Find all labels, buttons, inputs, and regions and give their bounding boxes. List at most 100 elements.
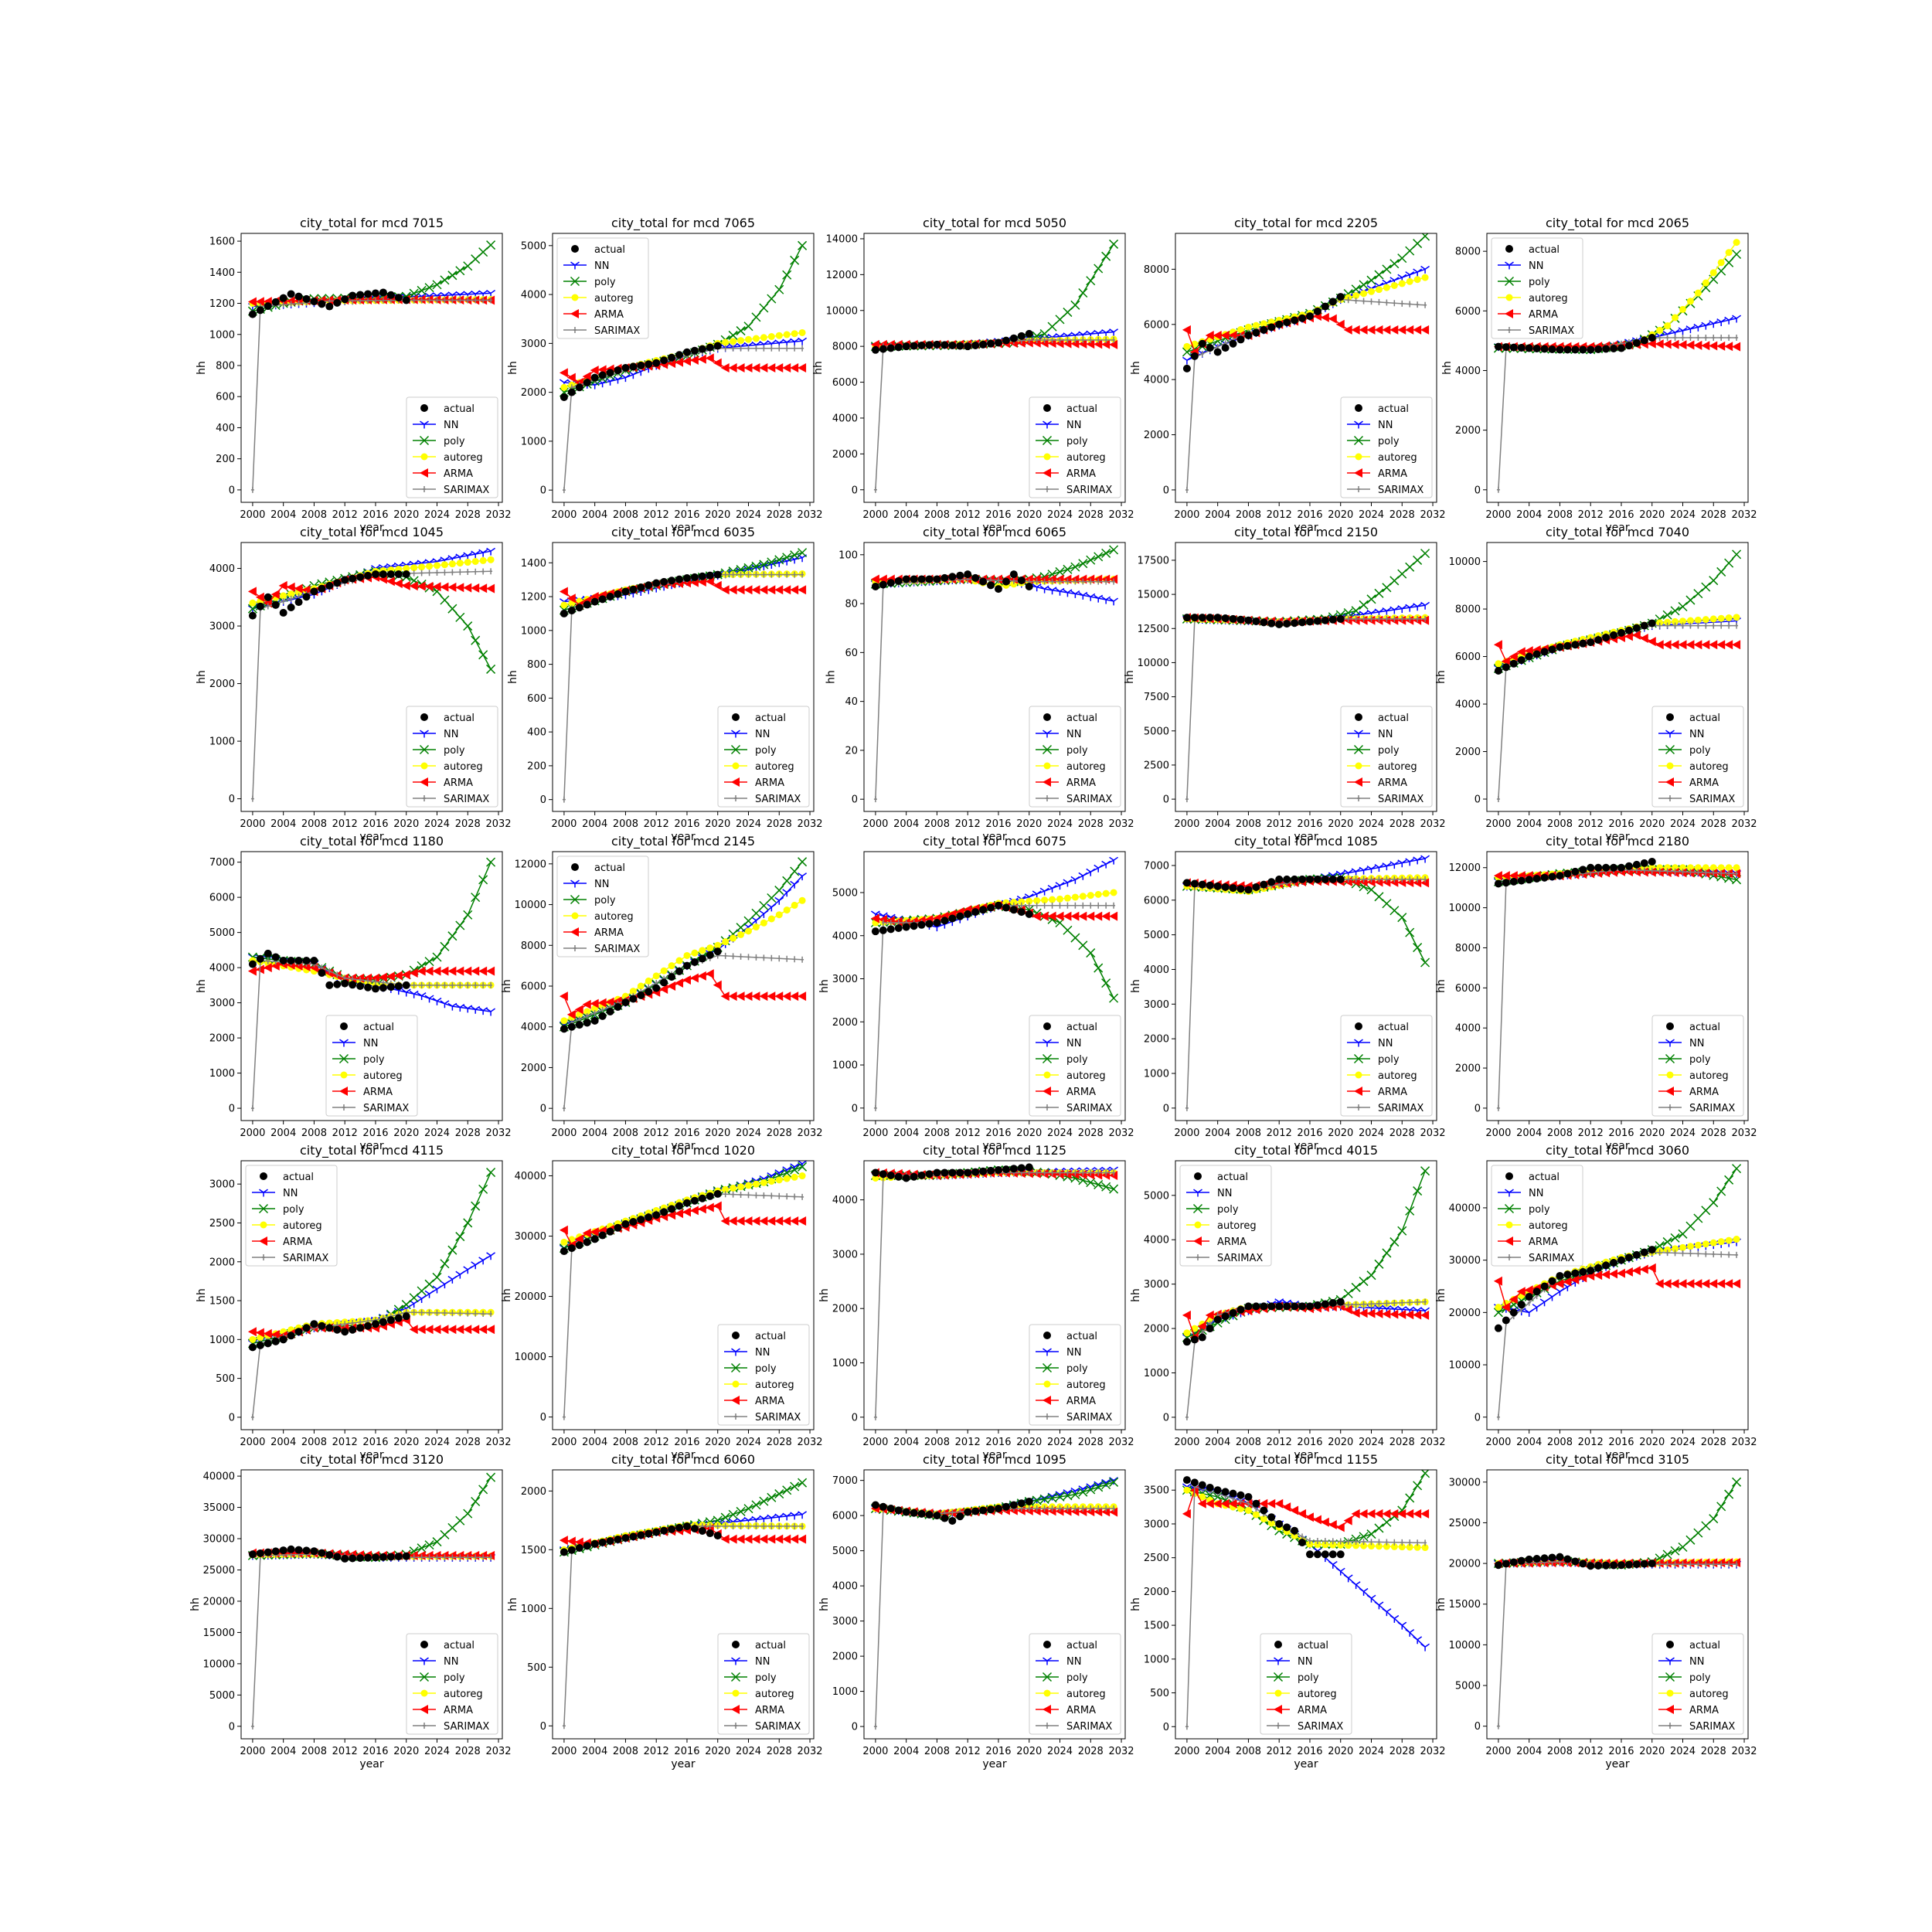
sarimax-point: [1043, 1169, 1046, 1176]
sarimax-point: [1735, 335, 1739, 342]
plot-frame: [1486, 542, 1749, 812]
poly-point: [1101, 978, 1111, 988]
y-tick-label: 0: [852, 1103, 858, 1114]
legend-label: ARMA: [363, 1087, 393, 1098]
x-tick-label: 2004: [1205, 1437, 1230, 1448]
poly-point: [1504, 276, 1515, 287]
poly-point: [1343, 607, 1353, 618]
nn-point: [759, 910, 769, 918]
nn-point: [1397, 859, 1407, 868]
y-axis-label: hh: [196, 1288, 208, 1302]
actual-point: [925, 341, 934, 349]
y-tick-label: 1500: [209, 1296, 235, 1308]
poly-point: [790, 1165, 800, 1175]
x-tick-label: 2000: [862, 818, 888, 830]
actual-point: [1198, 880, 1206, 889]
arma-point: [1647, 338, 1656, 349]
sarimax-point: [1696, 869, 1700, 876]
arma-point: [1043, 468, 1051, 478]
x-tick-label: 2000: [1485, 1437, 1511, 1448]
autoreg-point: [571, 294, 579, 301]
y-tick-label: 10000: [1138, 658, 1169, 669]
arma-point: [1578, 1273, 1587, 1283]
actual-point: [1321, 616, 1329, 624]
arma-point: [559, 587, 568, 597]
autoreg-point: [1102, 889, 1110, 897]
arma-point: [478, 583, 488, 594]
arma-point: [471, 1325, 480, 1335]
nn-point: [417, 1295, 427, 1304]
sarimax-point: [359, 977, 362, 984]
actual-point: [1221, 1312, 1230, 1321]
sarimax-point: [873, 486, 877, 493]
actual-point: [1002, 577, 1010, 586]
poly-point: [782, 876, 792, 886]
actual-point: [1517, 656, 1526, 665]
autoreg-point: [1656, 326, 1664, 334]
arma-point: [1685, 640, 1695, 650]
sarimax-point: [1408, 876, 1412, 883]
sarimax-point: [562, 796, 566, 803]
actual-point: [1579, 866, 1587, 874]
poly-point: [798, 857, 808, 867]
sarimax-point: [373, 297, 377, 304]
actual-point: [1532, 650, 1541, 658]
arma-point: [1405, 325, 1414, 335]
x-tick-label: 2008: [613, 509, 638, 521]
x-axis-label: year: [1294, 831, 1318, 843]
autoreg-point: [1375, 286, 1383, 294]
arma-point: [1505, 309, 1513, 318]
arma-point: [1693, 640, 1702, 650]
actual-point: [637, 991, 645, 999]
x-axis-label: year: [1294, 1140, 1318, 1152]
x-tick-label: 2012: [1578, 1437, 1604, 1448]
plot-frame: [1175, 851, 1437, 1121]
sarimax-point: [1050, 902, 1054, 909]
sarimax-point: [762, 345, 766, 352]
actual-point: [1252, 328, 1260, 337]
poly-point: [1351, 606, 1361, 616]
actual-point: [1229, 884, 1237, 893]
y-tick-label: 500: [216, 1373, 235, 1385]
series-group: [247, 547, 496, 802]
y-tick-label: 30000: [515, 1231, 546, 1243]
series-group: [1182, 549, 1430, 803]
sarimax-point: [1719, 869, 1723, 876]
sarimax-point: [1043, 578, 1046, 585]
plot-frame: [1486, 851, 1749, 1121]
y-tick-label: 3000: [209, 621, 235, 633]
sarimax-point: [427, 1309, 431, 1316]
sarimax-point: [739, 953, 743, 960]
autoreg-point: [1702, 616, 1709, 624]
actual-point: [925, 1170, 934, 1179]
poly-point: [424, 283, 434, 293]
x-tick-label: 2000: [1485, 509, 1511, 521]
x-tick-label: 2016: [362, 1437, 388, 1448]
sarimax-point: [1346, 1301, 1350, 1308]
actual-point: [310, 957, 318, 965]
poly-point: [1055, 566, 1065, 577]
autoreg-point: [775, 1176, 783, 1184]
y-axis-label: hh: [501, 979, 513, 993]
actual-point: [1313, 875, 1321, 883]
sarimax-point: [1719, 1251, 1723, 1258]
actual-point: [1275, 875, 1284, 883]
arma-point: [259, 1236, 267, 1246]
poly-point: [790, 550, 800, 560]
arma-point: [720, 363, 730, 372]
legend-label: ARMA: [1378, 777, 1407, 789]
arma-point: [247, 587, 257, 597]
arma-point: [1397, 325, 1406, 335]
nn-point: [1665, 1039, 1675, 1047]
y-tick-label: 800: [216, 360, 235, 372]
y-tick-label: 4000: [1144, 964, 1169, 976]
sarimax-point: [801, 571, 804, 578]
x-tick-label: 2032: [797, 1128, 822, 1139]
actual-point: [994, 585, 1002, 594]
actual-point: [364, 290, 372, 298]
arma-point: [1647, 1263, 1656, 1273]
actual-point: [1632, 338, 1641, 347]
poly-point: [1359, 280, 1369, 290]
